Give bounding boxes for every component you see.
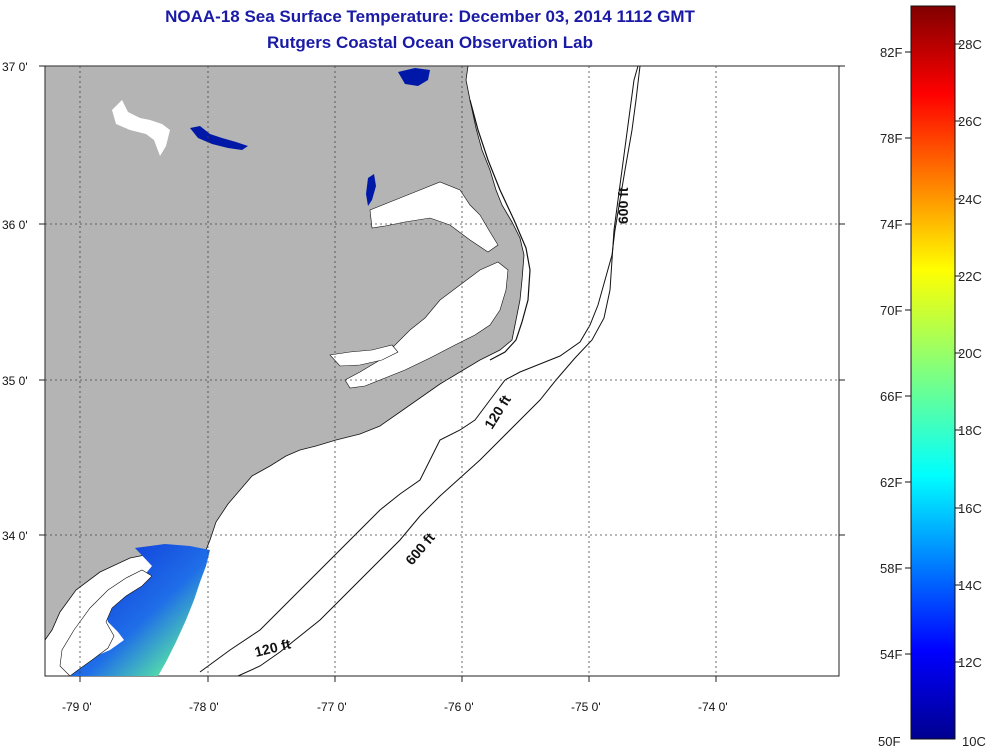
map-title: NOAA-18 Sea Surface Temperature: Decembe… — [165, 7, 695, 26]
colorbar-c-label: 10C — [962, 734, 986, 749]
colorbar-f-label: 58F — [880, 561, 902, 576]
lon-label: -76 0' — [444, 700, 474, 714]
sst-coverage — [70, 544, 210, 676]
colorbar-f-label: 74F — [880, 217, 902, 232]
outer-banks — [469, 99, 531, 361]
colorbar-c-label: 22C — [958, 269, 982, 284]
colorbar — [910, 5, 956, 740]
inland-lake — [112, 100, 170, 156]
colorbar-c-label: 14C — [958, 578, 982, 593]
axis-ticks — [39, 65, 845, 682]
colorbar-f-label: 50F — [878, 734, 900, 749]
colorbar-ticks — [905, 43, 961, 663]
lon-label: -77 0' — [317, 700, 347, 714]
colorbar-f-label: 66F — [880, 389, 902, 404]
river-inlet — [329, 344, 399, 367]
colorbar-c-label: 24C — [958, 192, 982, 207]
lon-label: -78 0' — [189, 700, 219, 714]
kerr-lake — [190, 126, 248, 150]
colorbar-c-label: 20C — [958, 346, 982, 361]
colorbar-c-label: 18C — [958, 423, 982, 438]
albemarle-sound — [369, 181, 499, 253]
colorbar-f-label: 78F — [880, 131, 902, 146]
lon-label: -74 0' — [698, 700, 728, 714]
colorbar-f-label: 82F — [880, 45, 902, 60]
chesapeake-inlet — [398, 68, 430, 86]
colorbar-c-label: 12C — [958, 655, 982, 670]
sst-void — [59, 569, 153, 676]
lat-label: 35 0' — [2, 374, 28, 388]
isobath-120ft — [199, 66, 641, 673]
lat-label: 36 0' — [2, 218, 28, 232]
colorbar-c-label: 28C — [958, 37, 982, 52]
albemarle-river — [366, 174, 376, 206]
colorbar-c-label: 16C — [958, 501, 982, 516]
contour-label-600ft: 600 ft — [615, 187, 631, 224]
map-subtitle: Rutgers Coastal Ocean Observation Lab — [267, 33, 593, 52]
grid — [45, 66, 839, 676]
colorbar-f-label: 54F — [880, 647, 902, 662]
lat-label: 34 0' — [2, 529, 28, 543]
colorbar-f-label: 62F — [880, 475, 902, 490]
colorbar-f-label: 70F — [880, 303, 902, 318]
isobath-600ft — [237, 66, 639, 676]
colorbar-c-label: 26C — [958, 114, 982, 129]
lon-label: -79 0' — [62, 700, 92, 714]
lon-label: -75 0' — [571, 700, 601, 714]
lat-label: 37 0' — [2, 60, 28, 74]
